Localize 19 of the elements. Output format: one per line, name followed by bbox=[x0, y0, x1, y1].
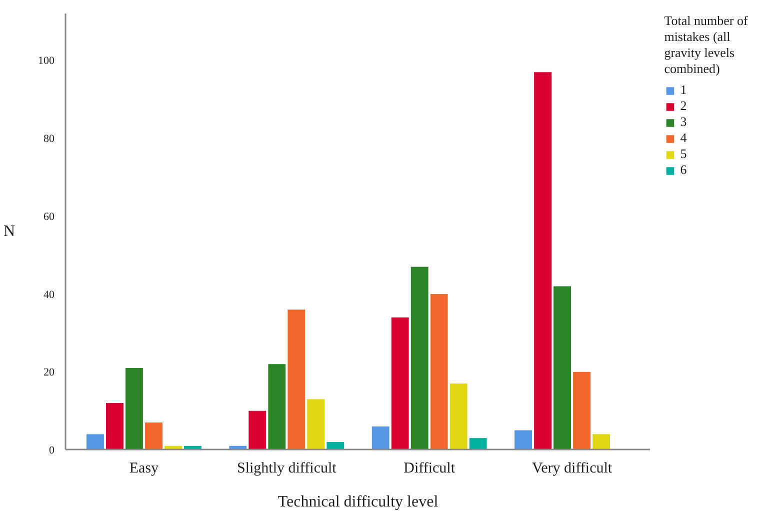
y-tick-label: 100 bbox=[38, 55, 55, 68]
x-axis-title: Technical difficulty level bbox=[278, 494, 439, 510]
legend-label: 4 bbox=[680, 130, 688, 146]
x-tick-label: Very difficult bbox=[532, 460, 613, 476]
x-tick-label: Difficult bbox=[404, 460, 456, 476]
y-tick-label: 20 bbox=[44, 366, 55, 379]
legend-label: 6 bbox=[680, 162, 688, 178]
x-tick-label: Easy bbox=[129, 460, 160, 476]
y-axis-title: N bbox=[3, 223, 16, 240]
legend-label: 3 bbox=[680, 114, 688, 130]
legend-label: 1 bbox=[680, 82, 688, 98]
y-tick-label: 80 bbox=[44, 133, 55, 146]
legend-label: 2 bbox=[680, 98, 688, 114]
legend-label: 5 bbox=[680, 146, 688, 162]
y-tick-label: 60 bbox=[44, 210, 55, 223]
y-tick-label: 40 bbox=[44, 288, 55, 301]
legend-title: Total number of mistakes (all gravity levels combined) bbox=[664, 13, 748, 77]
y-tick-label: 0 bbox=[49, 444, 55, 456]
x-tick-label: Slightly difficult bbox=[237, 460, 338, 476]
